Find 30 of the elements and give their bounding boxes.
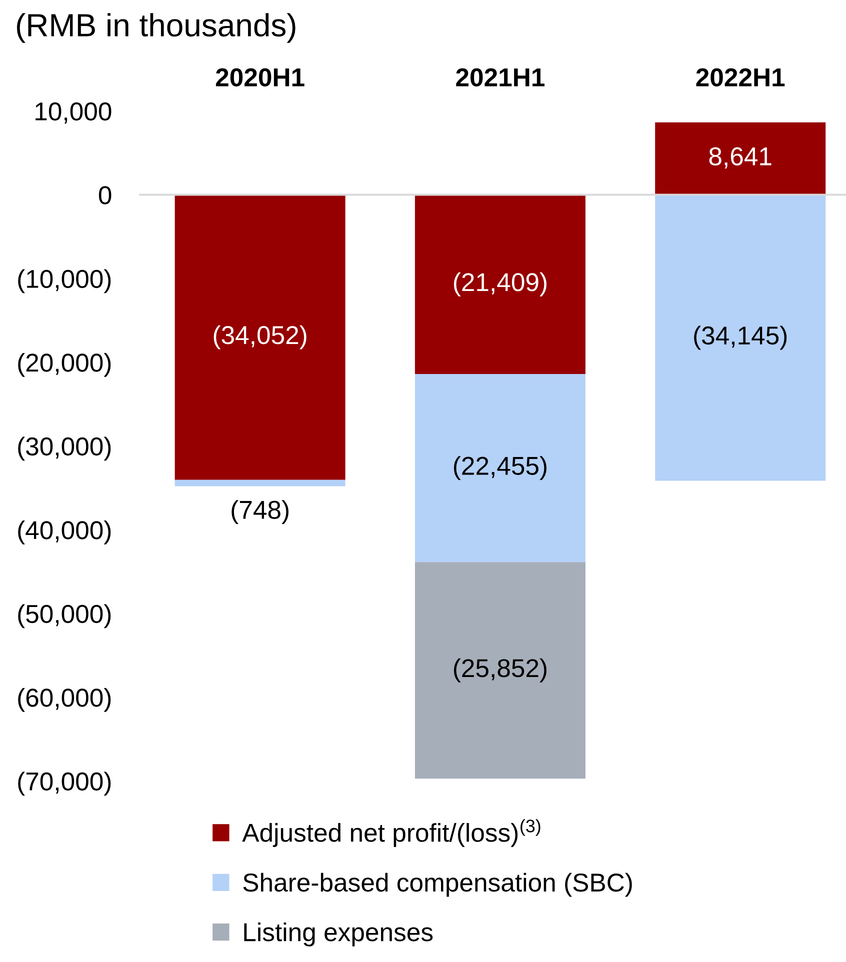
legend-label: Share-based compensation (SBC) (243, 872, 632, 897)
data-label: (34,145) (694, 326, 787, 350)
chart-title: (RMB in thousands) (16, 13, 296, 43)
x-tick-label: 2021H1 (456, 68, 544, 86)
data-label: 8,641 (709, 147, 772, 168)
y-tick-label: 10,000 (36, 102, 112, 124)
data-label: (748) (232, 500, 288, 524)
x-tick-label: 2022H1 (696, 68, 785, 86)
bar (174, 194, 346, 480)
data-label: (21,409) (454, 272, 546, 296)
legend-label: Listing expenses (244, 922, 433, 946)
bar (655, 122, 826, 195)
legend-label: Adjusted net profit/(loss)$^{(3)}$ (242, 819, 540, 847)
y-tick-label: (30,000) (18, 436, 111, 461)
x-tick-label: 2020H1 (216, 68, 304, 86)
bar (414, 374, 586, 562)
data-label: (34,052) (214, 325, 306, 350)
bar (414, 194, 586, 374)
data-label: (22,455) (454, 456, 546, 480)
y-tick-label: (20,000) (18, 352, 111, 377)
bar (174, 480, 346, 486)
y-tick-label: 0 (98, 186, 112, 204)
y-tick-label: (10,000) (18, 269, 111, 294)
bar (414, 562, 586, 779)
y-tick-label: (60,000) (18, 688, 111, 712)
y-tick-label: (70,000) (18, 772, 111, 796)
data-label: (25,852) (454, 658, 546, 682)
y-tick-label: (50,000) (18, 604, 111, 628)
y-tick-label: (40,000) (18, 520, 111, 544)
bar (655, 194, 826, 481)
